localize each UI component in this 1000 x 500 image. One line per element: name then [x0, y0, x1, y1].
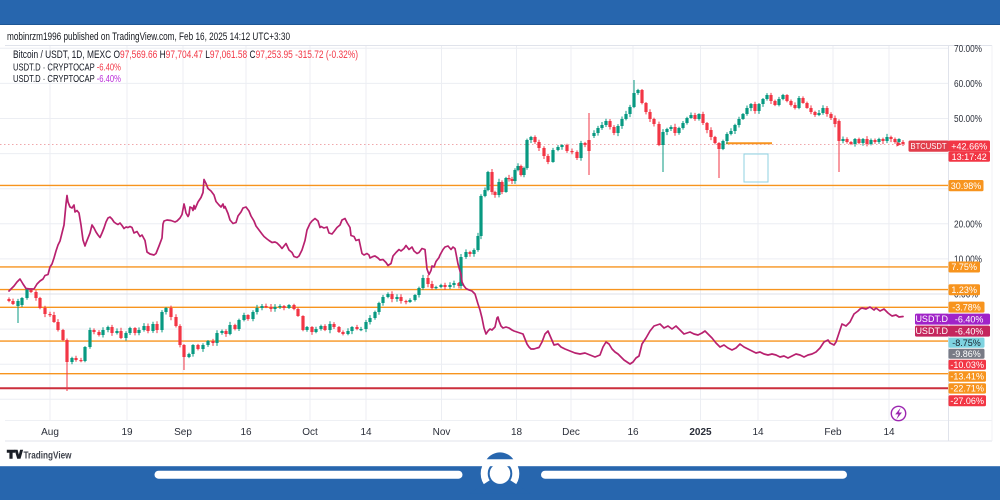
- svg-text:Nov: Nov: [433, 427, 451, 438]
- svg-text:USDT.D · CRYPTOCAP -6.40%: USDT.D · CRYPTOCAP -6.40%: [13, 62, 121, 74]
- svg-text:18: 18: [511, 427, 523, 438]
- svg-text:USDT.D · CRYPTOCAP -6.40%: USDT.D · CRYPTOCAP -6.40%: [13, 73, 121, 85]
- svg-text:2025: 2025: [689, 427, 712, 438]
- svg-text:60.00%: 60.00%: [954, 79, 982, 90]
- svg-text:-6.40%: -6.40%: [955, 314, 984, 324]
- svg-text:-9.86%: -9.86%: [952, 349, 981, 359]
- svg-text:Sep: Sep: [174, 427, 192, 438]
- svg-text:-27.06%: -27.06%: [950, 396, 984, 406]
- svg-text:1.23%: 1.23%: [951, 285, 977, 295]
- svg-text:14: 14: [360, 427, 372, 438]
- svg-text:-22.71%: -22.71%: [950, 384, 984, 394]
- svg-text:-6.40%: -6.40%: [955, 326, 984, 336]
- svg-text:13:17:42: 13:17:42: [952, 152, 987, 162]
- svg-text:TradingView: TradingView: [24, 451, 72, 462]
- svg-text:70.00%: 70.00%: [954, 44, 982, 55]
- svg-text:14: 14: [883, 427, 895, 438]
- svg-text:10.00%: 10.00%: [954, 254, 982, 265]
- svg-text:-13.41%: -13.41%: [950, 372, 984, 382]
- svg-text:-8.75%: -8.75%: [952, 338, 981, 348]
- svg-text:USDT.D: USDT.D: [915, 314, 948, 324]
- svg-text:-10.03%: -10.03%: [950, 360, 984, 370]
- svg-text:20.00%: 20.00%: [954, 219, 982, 230]
- svg-text:Feb: Feb: [824, 427, 842, 438]
- svg-text:+42.66%: +42.66%: [951, 141, 987, 151]
- svg-text:BTCUSDT: BTCUSDT: [911, 141, 947, 151]
- svg-text:50.00%: 50.00%: [954, 114, 982, 125]
- svg-text:-3.78%: -3.78%: [952, 302, 981, 312]
- svg-text:16: 16: [627, 427, 639, 438]
- svg-text:30.98%: 30.98%: [951, 181, 982, 191]
- svg-text:14: 14: [752, 427, 764, 438]
- svg-text:19: 19: [121, 427, 133, 438]
- svg-text:mobinrzm1996 published on Trad: mobinrzm1996 published on TradingView.co…: [7, 31, 290, 43]
- svg-text:Bitcoin / USDT, 1D, MEXC O97,5: Bitcoin / USDT, 1D, MEXC O97,569.66 H97,…: [13, 49, 358, 61]
- svg-text:USDT.D: USDT.D: [915, 326, 948, 336]
- svg-text:Aug: Aug: [41, 427, 59, 438]
- svg-text:16: 16: [240, 427, 252, 438]
- svg-text:7.75%: 7.75%: [951, 262, 977, 272]
- svg-text:Dec: Dec: [562, 427, 580, 438]
- svg-text:Oct: Oct: [302, 427, 318, 438]
